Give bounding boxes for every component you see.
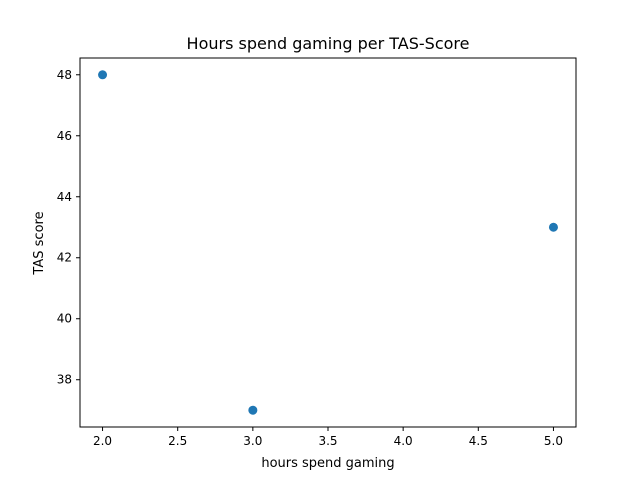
x-axis-ticks: 2.0 2.5 3.0 3.5 4.0 4.5 5.0 xyxy=(93,427,563,448)
y-tick-label: 44 xyxy=(57,190,72,204)
x-tick-label: 3.5 xyxy=(318,434,337,448)
x-axis-label: hours spend gaming xyxy=(261,456,394,471)
x-tick-label: 4.0 xyxy=(394,434,413,448)
x-tick-label: 2.5 xyxy=(168,434,187,448)
x-tick-label: 3.0 xyxy=(243,434,262,448)
data-point xyxy=(248,405,258,415)
data-point xyxy=(548,222,558,232)
y-tick-label: 48 xyxy=(57,68,72,82)
x-tick-label: 5.0 xyxy=(544,434,563,448)
data-points xyxy=(98,70,558,415)
y-axis-label: TAS score xyxy=(32,211,47,275)
y-tick-label: 40 xyxy=(57,312,72,326)
y-tick-label: 46 xyxy=(57,129,72,143)
y-axis-ticks: 38 40 42 44 46 48 xyxy=(57,68,80,387)
chart-title: Hours spend gaming per TAS-Score xyxy=(187,34,470,53)
y-tick-label: 38 xyxy=(57,373,72,387)
data-point xyxy=(98,70,108,80)
x-tick-label: 4.5 xyxy=(469,434,488,448)
y-tick-label: 42 xyxy=(57,251,72,265)
x-tick-label: 2.0 xyxy=(93,434,112,448)
